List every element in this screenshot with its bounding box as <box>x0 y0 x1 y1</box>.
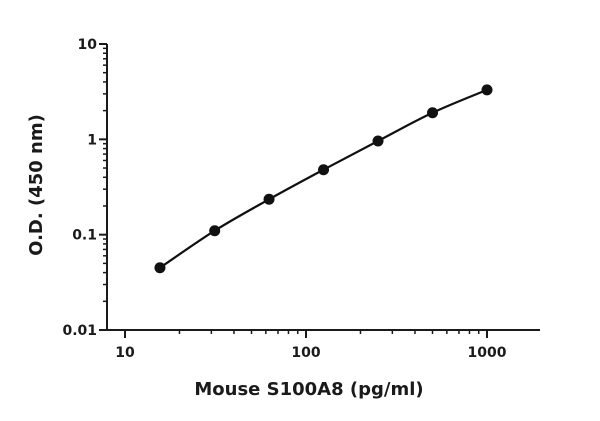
data-point <box>481 84 493 96</box>
fit-curve-layer <box>159 88 488 269</box>
fit-curve <box>159 88 488 269</box>
data-points-layer <box>154 84 493 274</box>
data-point <box>318 164 330 176</box>
axes <box>106 44 540 331</box>
y-tick-label: 0.01 <box>62 323 97 339</box>
data-point <box>427 107 439 119</box>
y-tick-label: 1 <box>87 132 97 148</box>
y-tick-label: 0.1 <box>72 228 97 244</box>
x-tick-label: 10 <box>115 345 135 361</box>
x-axis-title: Mouse S100A8 (pg/ml) <box>194 379 423 400</box>
x-tick-label: 100 <box>291 345 320 361</box>
x-tick-label: 1000 <box>468 345 507 361</box>
data-point <box>209 225 221 237</box>
data-point <box>154 262 166 274</box>
y-axis-title: O.D. (450 nm) <box>26 114 47 256</box>
data-point <box>263 193 275 205</box>
axis-tick-labels: 0.01 0.1 1 10 10 100 1000 <box>62 37 506 361</box>
axis-ticks <box>99 43 488 338</box>
data-point <box>372 135 384 147</box>
y-tick-label: 10 <box>78 37 98 53</box>
